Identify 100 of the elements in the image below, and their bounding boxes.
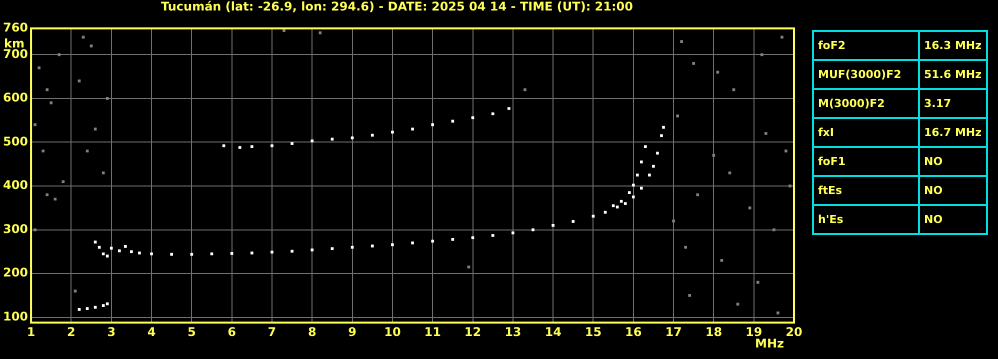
point xyxy=(632,196,635,198)
x-tick-label: 19 xyxy=(745,324,762,339)
point xyxy=(270,144,274,148)
point xyxy=(728,171,732,174)
point xyxy=(58,53,61,56)
point xyxy=(106,97,109,100)
point xyxy=(290,250,294,253)
y-tick-label: 760 xyxy=(2,20,28,35)
point xyxy=(78,80,81,82)
point xyxy=(102,171,105,174)
point xyxy=(680,40,683,43)
point xyxy=(491,234,494,237)
y-tick-label: 200 xyxy=(2,266,28,280)
x-tick-label: 13 xyxy=(504,324,522,339)
point xyxy=(118,249,121,252)
y-tick-label: 700 xyxy=(2,46,28,61)
point xyxy=(451,238,454,241)
point xyxy=(50,101,53,104)
point xyxy=(652,164,655,168)
text: foF2 xyxy=(813,31,919,60)
text: M(3000)F2 xyxy=(813,89,919,118)
point xyxy=(788,184,792,188)
x-tick-label: 12 xyxy=(464,324,482,339)
text: 16.7 MHz xyxy=(919,118,987,147)
point xyxy=(660,134,663,138)
y-tick-label: 300 xyxy=(2,222,28,236)
point xyxy=(760,53,764,56)
point xyxy=(688,294,692,297)
point xyxy=(370,244,374,248)
x-tick-label: 3 xyxy=(107,324,116,339)
point xyxy=(628,191,631,194)
x-tick-label: 5 xyxy=(187,324,196,339)
point xyxy=(90,44,93,48)
point xyxy=(74,290,77,292)
point xyxy=(696,193,700,196)
point xyxy=(391,243,394,246)
x-tick-label: 9 xyxy=(348,324,356,339)
point xyxy=(676,114,679,118)
point xyxy=(764,132,768,135)
point xyxy=(636,174,639,176)
point xyxy=(94,128,97,131)
x-tick-label: 7 xyxy=(268,324,276,339)
y-tick-label: 500 xyxy=(2,134,28,148)
point xyxy=(772,228,776,232)
point xyxy=(270,250,274,254)
point xyxy=(250,252,254,254)
point xyxy=(102,304,105,307)
point xyxy=(532,228,534,232)
x-tick-label: 15 xyxy=(584,324,602,339)
point xyxy=(692,62,696,65)
point xyxy=(310,140,314,142)
point xyxy=(86,150,89,152)
point xyxy=(230,252,234,255)
point xyxy=(94,240,97,244)
point xyxy=(124,245,127,248)
text: foF1 xyxy=(813,147,919,176)
point xyxy=(330,138,334,141)
point xyxy=(391,130,394,134)
point xyxy=(62,180,65,184)
point xyxy=(78,308,81,311)
point xyxy=(524,88,526,92)
x-tick-label: 4 xyxy=(147,324,156,339)
point xyxy=(86,307,89,310)
point xyxy=(34,228,36,232)
y-tick-label: 400 xyxy=(2,178,28,192)
chart-title: Tucumán (lat: -26.9, lon: 294.6) - DATE: 2025 04 14 - TIME (UT): 21:00 xyxy=(161,0,633,14)
point xyxy=(42,150,45,152)
point xyxy=(756,280,760,284)
point xyxy=(54,198,57,201)
point xyxy=(467,266,470,268)
point xyxy=(632,184,635,187)
point xyxy=(46,88,49,92)
point xyxy=(290,142,294,145)
point xyxy=(552,224,554,227)
x-tick-label: 6 xyxy=(228,324,236,339)
point xyxy=(507,107,510,110)
point xyxy=(572,220,575,223)
point xyxy=(640,160,643,164)
point xyxy=(250,145,254,148)
text: MUF(3000)F2 xyxy=(813,60,919,89)
point xyxy=(130,250,133,254)
text: NO xyxy=(919,147,987,176)
point xyxy=(712,154,716,157)
point xyxy=(238,146,242,149)
text: 3.17 xyxy=(919,89,987,118)
x-tick-label: 10 xyxy=(384,324,401,339)
point xyxy=(150,252,153,256)
x-tick-label: 17 xyxy=(665,324,682,339)
point xyxy=(616,206,619,208)
point xyxy=(106,302,109,306)
point xyxy=(648,174,651,176)
point xyxy=(411,128,414,131)
point xyxy=(330,247,334,250)
point xyxy=(370,134,374,137)
point xyxy=(684,246,687,249)
x-tick-label: 11 xyxy=(424,324,441,339)
point xyxy=(170,252,174,256)
point xyxy=(138,252,141,254)
x-tick-label: 18 xyxy=(705,324,722,339)
text: NO xyxy=(919,205,987,234)
